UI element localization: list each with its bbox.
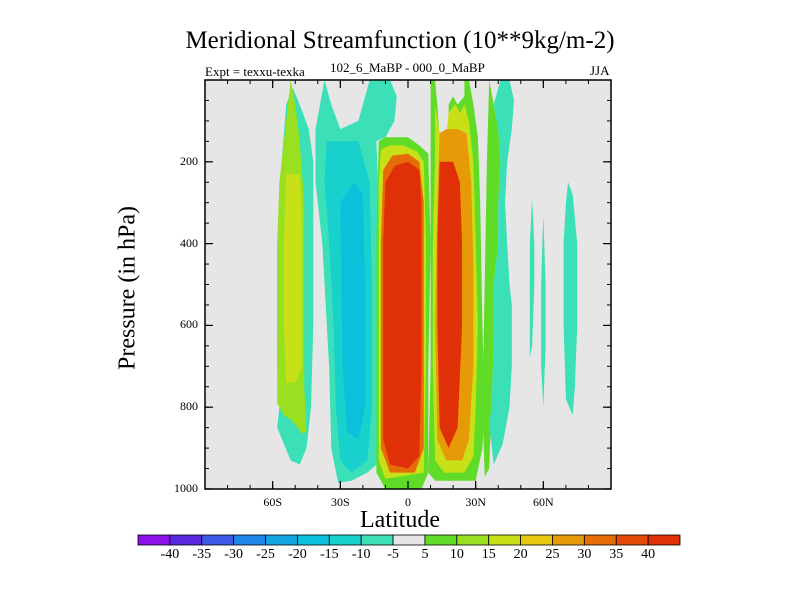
colorbar-label: -10 (351, 547, 371, 562)
contour-region-13 (437, 161, 463, 449)
x-tick-label: 30S (330, 495, 350, 509)
contour-region-16 (529, 198, 535, 359)
period-difference-label: 102_6_MaBP - 000_0_MaBP (330, 60, 485, 75)
colorbar-box-6 (328, 534, 362, 546)
colorbar-label: 20 (513, 547, 528, 562)
colorbar-box-3 (233, 534, 266, 546)
colorbar-label: 35 (609, 547, 624, 562)
contour-region-17 (541, 215, 546, 408)
contour-region-15 (489, 80, 514, 465)
colorbar-label: 5 (421, 547, 429, 562)
colorbar-label: -40 (160, 547, 180, 562)
x-tick-label: 60S (263, 495, 282, 509)
colorbar-box-15 (615, 534, 649, 546)
x-tick-label: 0 (405, 495, 411, 509)
colorbar-label: -25 (256, 547, 275, 562)
y-tick-label: 400 (180, 235, 198, 250)
colorbar-box-14 (583, 534, 617, 546)
x-tick-label: 30N (465, 495, 486, 509)
colorbar-box-5 (297, 534, 330, 546)
y-tick-label: 600 (180, 317, 198, 332)
x-axis-label: Latitude (360, 507, 440, 533)
colorbar-label: 15 (481, 547, 496, 562)
plot-frame (204, 79, 612, 490)
contour-region-2 (283, 174, 302, 383)
colorbar-box-10 (456, 534, 490, 546)
contour-region-18 (563, 182, 578, 416)
colorbar-label: 25 (545, 547, 560, 562)
colorbar-box-13 (552, 534, 585, 546)
colorbar-label: 40 (641, 547, 656, 562)
colorbar-box-1 (169, 534, 203, 546)
colorbar-label: -15 (319, 547, 339, 562)
experiment-label: Expt = texxu-texka (205, 64, 305, 79)
contour-region-9 (383, 161, 422, 469)
colorbar-box-8 (392, 534, 426, 546)
colorbar-label: -30 (224, 547, 243, 562)
colorbar-box-9 (424, 534, 458, 546)
colorbar-label: -5 (387, 547, 399, 562)
contour-region-5 (340, 182, 366, 440)
contour-regions (277, 80, 578, 490)
colorbar-box-11 (488, 534, 521, 546)
colorbar-label: 10 (449, 547, 464, 562)
colorbar-box-4 (265, 534, 298, 546)
colorbar-box-0 (137, 534, 171, 546)
colorbar-box-7 (360, 534, 394, 546)
colorbar-label: 30 (577, 547, 592, 562)
colorbar-box-16 (647, 534, 681, 546)
colorbar (137, 534, 681, 546)
season-label: JJA (590, 63, 610, 78)
x-tick-label: 60N (532, 495, 554, 509)
colorbar-label: -35 (192, 547, 212, 562)
y-tick-label: 200 (180, 153, 198, 168)
y-tick-label: 800 (180, 399, 198, 414)
y-tick-label: 1000 (174, 481, 198, 495)
colorbar-label: -20 (288, 547, 307, 562)
contour-region-14 (482, 80, 501, 477)
colorbar-box-2 (201, 534, 235, 546)
colorbar-box-12 (520, 534, 553, 546)
chart-title: Meridional Streamfunction (10**9kg/m-2) (185, 27, 615, 54)
